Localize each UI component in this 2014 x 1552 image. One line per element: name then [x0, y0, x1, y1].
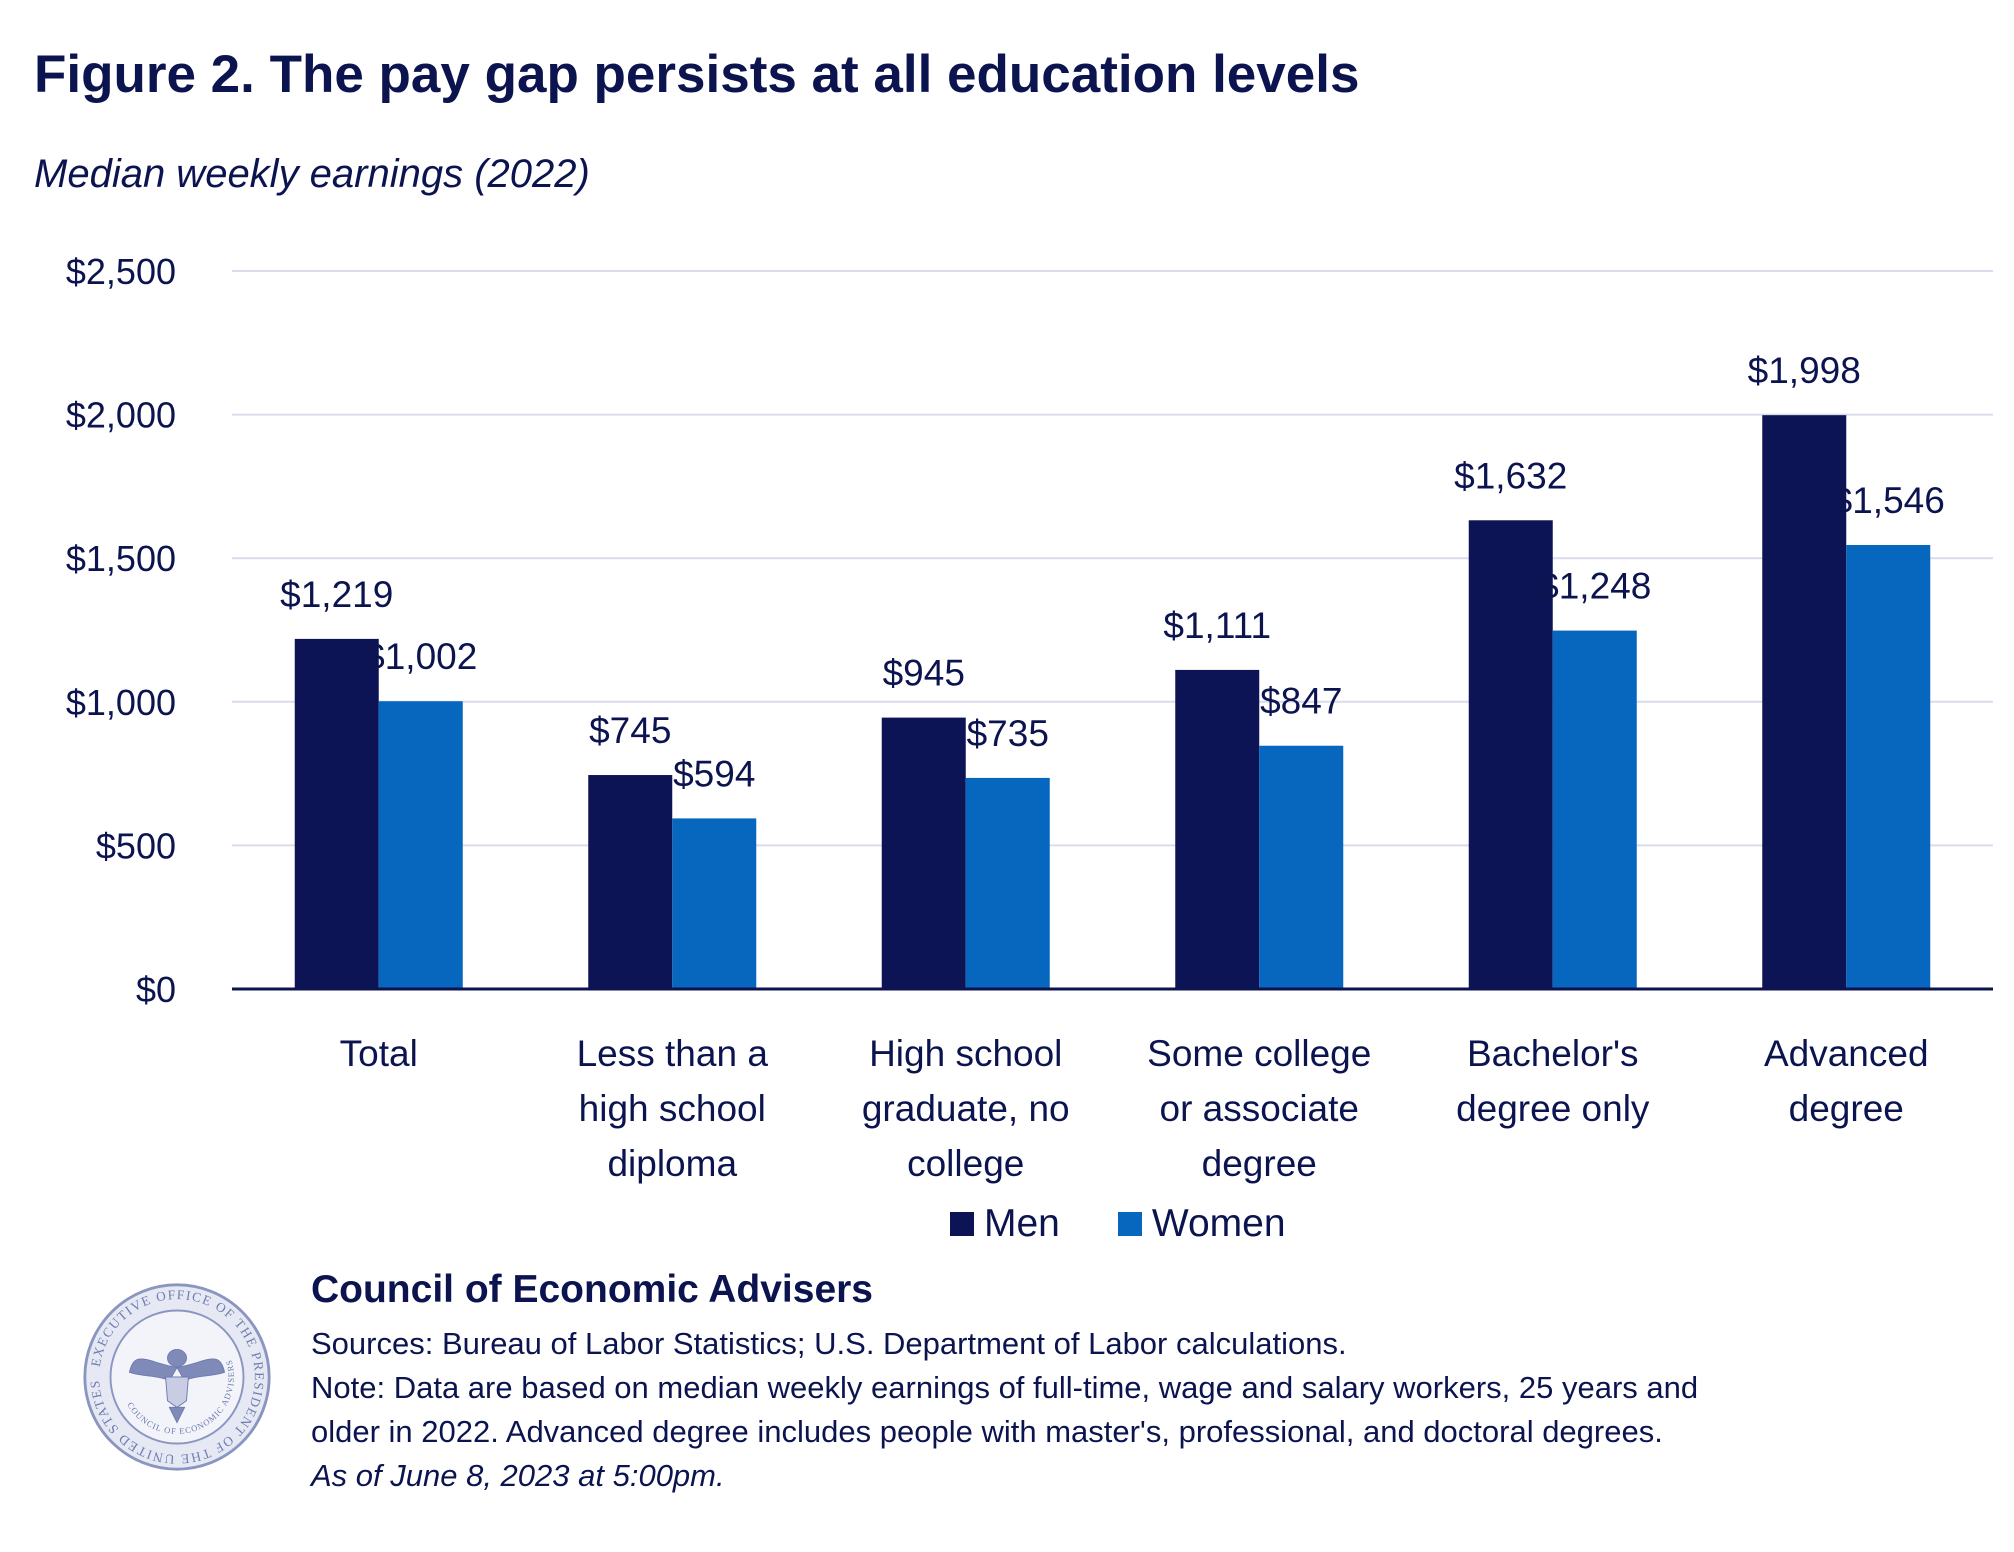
- y-tick-label: $0: [136, 969, 176, 1010]
- data-label-women: $847: [1260, 681, 1342, 722]
- as-of-date: As of June 8, 2023 at 5:00pm.: [311, 1458, 725, 1493]
- x-axis-ticks: Total Less than a high school diploma High s…: [340, 1033, 1929, 1184]
- legend-item-women: Women: [1117, 1202, 1286, 1246]
- data-label-women: $1,546: [1832, 480, 1945, 521]
- bar-men: [588, 775, 673, 989]
- bar-men: [1175, 669, 1260, 989]
- organization-name: Council of Economic Advisers: [311, 1268, 873, 1311]
- bar-men: [881, 717, 966, 989]
- y-tick-label: $2,000: [66, 395, 176, 436]
- data-note-line-1: Note: Data are based on median weekly ea…: [311, 1370, 1699, 1405]
- data-label-men: $1,998: [1748, 350, 1861, 391]
- bar-women: [378, 701, 463, 989]
- data-label-women: $594: [673, 753, 755, 794]
- gridlines: [232, 270, 1993, 847]
- legend: Men Women: [950, 1202, 1344, 1246]
- legend-item-men: Men: [950, 1202, 1060, 1246]
- bar-women: [672, 818, 757, 989]
- data-labels: $1,219 $1,002 $745$594 $945$735 $1,111 $847 $1…: [280, 350, 1945, 794]
- bar-women: [1846, 544, 1931, 989]
- chart-title: Figure 2. The pay gap persists at all ed…: [34, 45, 1360, 104]
- bar-women: [1552, 630, 1637, 989]
- legend-label-men: Men: [984, 1202, 1060, 1245]
- data-label-men: $1,219: [280, 574, 393, 615]
- x-tick-label: Total: [340, 1033, 418, 1074]
- chart-subtitle: Median weekly earnings (2022): [34, 152, 590, 196]
- data-label-men: $1,111: [1163, 605, 1271, 646]
- data-label-men: $745: [589, 710, 671, 751]
- bars: [294, 415, 1931, 989]
- data-label-men: $945: [883, 653, 965, 694]
- sources-note: Sources: Bureau of Labor Statistics; U.S…: [311, 1326, 1347, 1361]
- bar-men: [294, 638, 379, 989]
- y-tick-label: $1,000: [66, 682, 176, 723]
- y-tick-label: $500: [96, 825, 176, 866]
- legend-swatch-women: [1117, 1212, 1142, 1236]
- y-axis-ticks: $0 $500 $1,000 $1,500 $2,000 $2,500: [66, 251, 176, 1010]
- bar-men: [1762, 415, 1847, 989]
- bar-women: [965, 777, 1050, 989]
- x-tick-label: Bachelor's degree only: [1456, 1033, 1650, 1129]
- eagle-seal-icon: EXECUTIVE OFFICE OF THE PRESIDENT OF THE…: [83, 1283, 271, 1471]
- bar-women: [1259, 745, 1344, 989]
- x-tick-label: Less than a high school diploma: [577, 1033, 769, 1184]
- bar-men: [1468, 520, 1553, 989]
- data-label-women: $1,248: [1538, 566, 1651, 607]
- x-tick-label: Some college or associate degree: [1147, 1033, 1371, 1184]
- legend-swatch-men: [950, 1212, 974, 1236]
- data-label-women: $1,002: [364, 636, 477, 677]
- legend-label-women: Women: [1151, 1202, 1286, 1245]
- x-tick-label: Advanced degree: [1764, 1033, 1929, 1129]
- y-tick-label: $2,500: [66, 251, 176, 292]
- x-tick-label: High school graduate, no college: [862, 1033, 1070, 1184]
- data-label-women: $735: [967, 713, 1049, 754]
- footer-notes: Sources: Bureau of Labor Statistics; U.S…: [311, 1322, 1991, 1498]
- data-note-line-2: older in 2022. Advanced degree includes …: [311, 1414, 1663, 1449]
- data-label-men: $1,632: [1454, 455, 1567, 496]
- y-tick-label: $1,500: [66, 538, 176, 579]
